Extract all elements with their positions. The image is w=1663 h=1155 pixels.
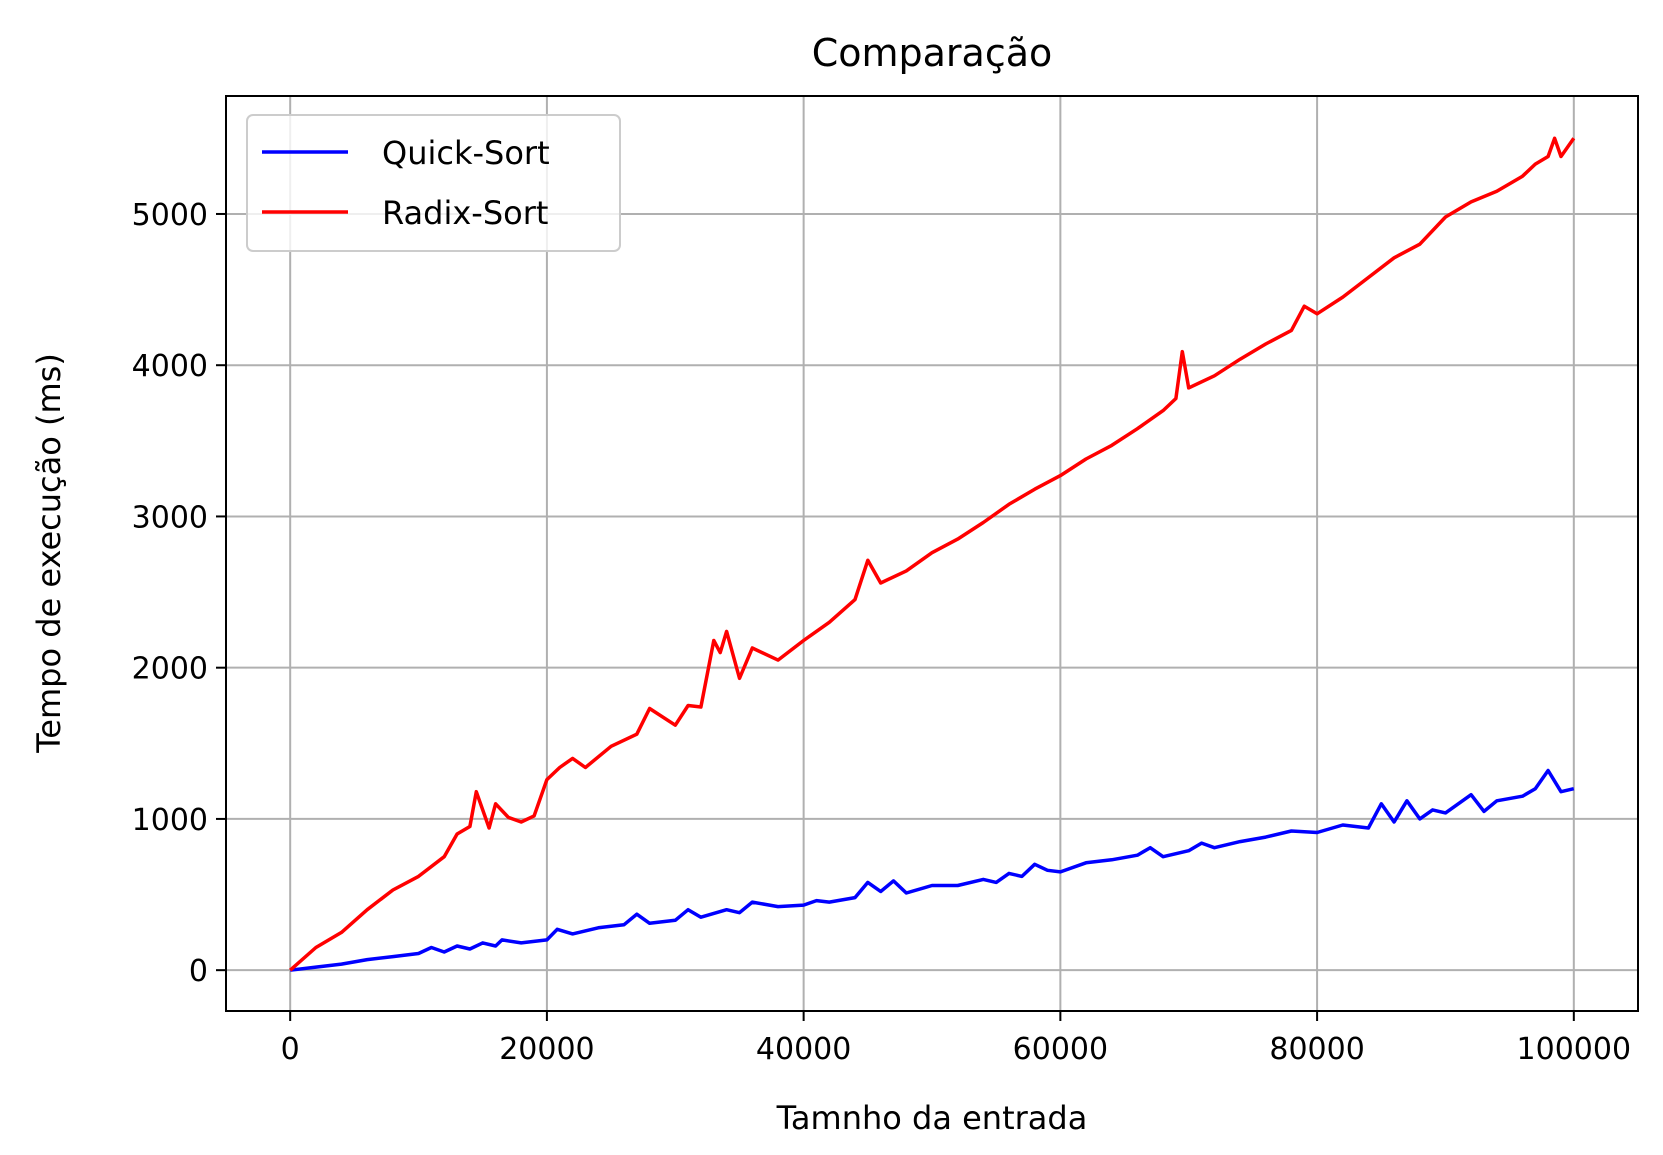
x-tick-label: 80000	[1269, 1032, 1364, 1067]
legend-label-quick-sort: Quick-Sort	[382, 134, 550, 172]
x-tick-label: 0	[281, 1032, 300, 1067]
y-tick-label: 5000	[132, 198, 208, 233]
y-tick-label: 4000	[132, 349, 208, 384]
x-tick-label: 20000	[499, 1032, 594, 1067]
legend: Quick-Sort Radix-Sort	[246, 114, 621, 252]
chart-title: Comparação	[812, 31, 1053, 75]
series-line-radix-sort	[289, 136, 1576, 972]
legend-label-radix-sort: Radix-Sort	[382, 194, 548, 232]
x-tick-label: 60000	[1013, 1032, 1108, 1067]
series-line-quick-sort	[289, 768, 1575, 972]
y-tick-label: 3000	[132, 500, 208, 535]
ticks: 0 20000 40000 60000 80000 100000 0 1000 2000 3000…	[132, 198, 1631, 1067]
x-axis-label: Tamnho da entrada	[776, 1099, 1088, 1137]
y-tick-label: 0	[189, 954, 208, 989]
x-tick-label: 40000	[756, 1032, 851, 1067]
plot-frame	[225, 95, 1639, 1012]
y-axis-label: Tempo de execução (ms)	[30, 353, 68, 754]
y-tick-label: 2000	[132, 652, 208, 687]
series-layer	[289, 136, 1576, 972]
legend-box	[246, 114, 621, 252]
y-tick-label: 1000	[132, 803, 208, 838]
x-tick-label: 100000	[1517, 1032, 1632, 1067]
